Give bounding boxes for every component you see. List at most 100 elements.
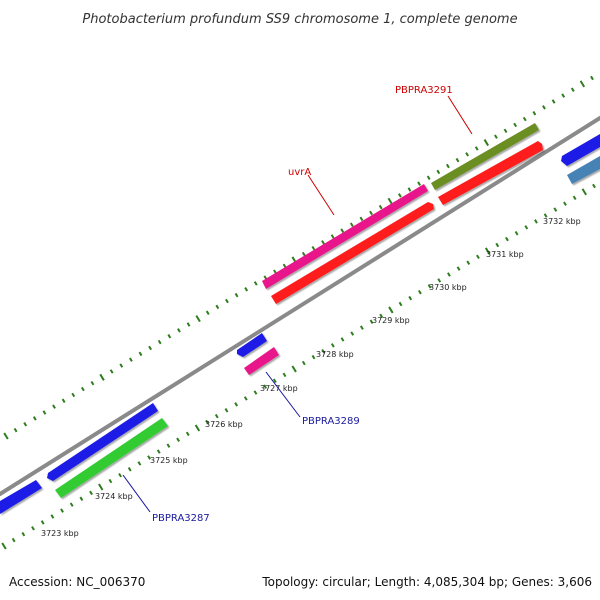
tick-mark-major [484, 247, 491, 255]
tick-mark [465, 152, 470, 157]
gene-steelblue-right[interactable] [567, 156, 600, 184]
tick-mark [514, 230, 519, 236]
backbone-line [0, 116, 600, 496]
tick-mark [349, 222, 354, 227]
tick-mark [23, 422, 28, 427]
tick-mark [570, 87, 575, 92]
tick-mark [455, 157, 460, 163]
tick-mark [205, 419, 210, 425]
tick-mark-major [195, 315, 201, 323]
tick-label: 3729 kbp [372, 316, 410, 325]
gene-labels: PBPRA3291 uvrA PBPRA3289 PBPRA3287 [122, 85, 473, 524]
tick-mark [522, 116, 527, 122]
tick-mark [369, 319, 374, 324]
tick-mark [282, 372, 287, 378]
tick-mark [127, 467, 132, 472]
tick-mark-major [291, 365, 297, 373]
gene-reverse-blue-long[interactable] [47, 403, 158, 481]
leader-line-pbpra3291 [447, 95, 473, 135]
tick-label: 3731 kbp [486, 250, 524, 259]
tick-mark [166, 443, 171, 448]
gene-forward-red-lower[interactable] [271, 202, 434, 304]
tick-mark [321, 349, 326, 354]
leader-line-pbpra3287 [122, 474, 151, 513]
tick-mark [417, 181, 421, 186]
tick-mark [321, 240, 325, 245]
leader-line-pbpra3289 [265, 371, 301, 418]
gene-uvra[interactable] [262, 184, 428, 289]
tick-mark [214, 413, 219, 419]
tick-mark [572, 195, 577, 201]
tick-mark [340, 228, 345, 233]
tick-mark [205, 310, 210, 315]
tick-mark-major [98, 483, 104, 491]
tick-mark-major [3, 432, 9, 440]
tick-mark [532, 110, 537, 116]
tick-mark [456, 266, 461, 271]
tick-mark [495, 242, 500, 248]
tick-mark [79, 496, 84, 502]
genome-summary-text: Topology: circular; Length: 4,085,304 bp… [261, 575, 592, 589]
tick-mark [426, 175, 431, 180]
tick-mark [553, 207, 558, 212]
tick-mark-major [194, 424, 201, 432]
tick-mark [513, 122, 518, 128]
gene-pbpra3289[interactable] [244, 347, 279, 375]
tick-mark [52, 404, 56, 409]
tick-mark [311, 245, 316, 251]
tick-label: 3732 kbp [543, 217, 581, 226]
tick-labels: 3723 kbp 3724 kbp 3725 kbp 3726 kbp 3727… [41, 217, 581, 538]
tick-mark [542, 105, 546, 110]
gene-label-pbpra3287[interactable]: PBPRA3287 [152, 513, 210, 524]
tick-mark [118, 472, 122, 478]
tick-mark-major [483, 139, 490, 147]
tick-mark [534, 219, 538, 224]
tick-mark [563, 201, 567, 206]
gene-features [0, 123, 600, 514]
gene-label-pbpra3291[interactable]: PBPRA3291 [395, 85, 453, 96]
gene-reverse-blue-right[interactable] [561, 134, 600, 166]
gene-reverse-blue-small[interactable] [237, 333, 267, 357]
tick-mark [186, 322, 191, 327]
tick-mark [50, 514, 55, 519]
tick-mark [437, 278, 442, 283]
tick-mark [253, 390, 258, 395]
tick-mark [176, 437, 180, 442]
gene-reverse-blue-left[interactable] [0, 480, 42, 514]
tick-label: 3723 kbp [41, 529, 79, 538]
tick-mark [446, 163, 450, 169]
tick-mark [369, 210, 373, 216]
tick-mark [436, 169, 441, 175]
tick-mark [466, 260, 471, 265]
tick-mark [505, 236, 509, 242]
tick-mark [21, 531, 26, 537]
gene-forward-red-upper[interactable] [438, 141, 543, 205]
tick-mark [311, 354, 316, 360]
tick-mark [427, 284, 432, 289]
tick-mark [378, 204, 383, 210]
tick-mark [398, 301, 403, 307]
tick-mark [147, 455, 151, 460]
tick-mark [119, 363, 124, 368]
gene-pbpra3291[interactable] [431, 123, 539, 190]
tick-mark-major [388, 306, 394, 314]
gene-label-pbpra3289[interactable]: PBPRA3289 [302, 416, 360, 427]
tick-mark [282, 263, 287, 269]
tick-mark [253, 281, 258, 286]
gene-label-uvra[interactable]: uvrA [288, 167, 311, 178]
tick-mark [590, 75, 594, 81]
tick-mark [185, 431, 190, 437]
leader-line-uvra [307, 174, 335, 216]
tick-mark [234, 402, 239, 407]
tick-mark [71, 392, 76, 398]
tick-mark-major [99, 373, 105, 381]
accession-text: Accession: NC_006370 [9, 575, 145, 589]
tick-mark [263, 384, 268, 389]
tick-mark [31, 526, 35, 531]
tick-mark [524, 225, 529, 230]
gene-pbpra3287[interactable] [55, 418, 168, 498]
tick-mark [167, 334, 172, 339]
tick-mark [13, 427, 18, 433]
tick-label: 3725 kbp [150, 456, 188, 465]
